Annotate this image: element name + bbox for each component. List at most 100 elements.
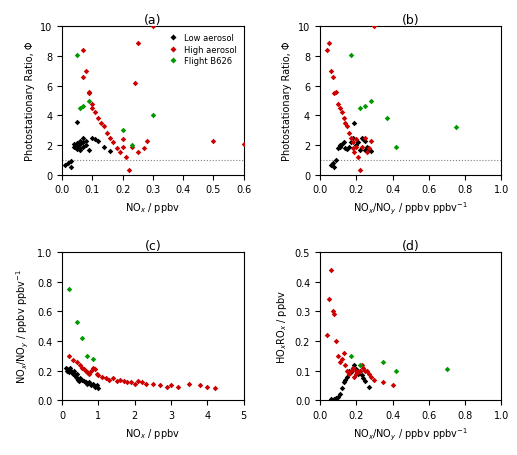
Point bbox=[149, 112, 157, 120]
Point bbox=[72, 358, 81, 365]
Point bbox=[348, 364, 357, 371]
Point bbox=[82, 379, 90, 386]
Point bbox=[343, 123, 351, 130]
Point bbox=[82, 367, 90, 374]
Point bbox=[72, 318, 81, 326]
Point bbox=[101, 374, 110, 382]
Point bbox=[358, 372, 366, 379]
Point bbox=[370, 376, 378, 383]
Point bbox=[123, 379, 131, 386]
X-axis label: NO$_x$/NO$_y$ / ppbv ppbv$^{-1}$: NO$_x$/NO$_y$ / ppbv ppbv$^{-1}$ bbox=[353, 425, 468, 442]
Point bbox=[336, 391, 344, 398]
Point bbox=[343, 373, 351, 380]
Point bbox=[345, 367, 353, 374]
Point bbox=[73, 374, 82, 382]
Point bbox=[97, 120, 105, 127]
Point bbox=[128, 142, 136, 149]
Point bbox=[90, 384, 99, 391]
Point bbox=[68, 369, 77, 376]
Y-axis label: Photostationary Ratio, Φ: Photostationary Ratio, Φ bbox=[24, 42, 35, 161]
Point bbox=[356, 367, 364, 374]
Point bbox=[343, 146, 351, 153]
Point bbox=[88, 101, 97, 108]
Point bbox=[330, 395, 339, 403]
Point bbox=[115, 150, 124, 157]
Point bbox=[100, 144, 109, 151]
Point bbox=[78, 364, 86, 371]
Point bbox=[130, 380, 139, 388]
Point bbox=[70, 144, 78, 152]
Point bbox=[83, 369, 92, 376]
Point bbox=[346, 52, 355, 59]
X-axis label: NO$_x$ / ppbv: NO$_x$ / ppbv bbox=[125, 201, 180, 215]
Point bbox=[346, 369, 355, 376]
Point bbox=[125, 167, 133, 175]
Point bbox=[348, 364, 357, 371]
Point bbox=[128, 144, 136, 151]
Point bbox=[356, 361, 364, 369]
Point bbox=[336, 105, 344, 112]
Point bbox=[338, 355, 346, 363]
Point bbox=[334, 101, 342, 108]
Point bbox=[361, 135, 370, 142]
Point bbox=[327, 68, 335, 76]
Point bbox=[367, 98, 375, 105]
Point bbox=[85, 147, 94, 154]
Point bbox=[109, 374, 117, 382]
Point bbox=[174, 384, 183, 391]
Point bbox=[348, 135, 357, 142]
Point bbox=[94, 372, 102, 379]
Point bbox=[327, 267, 335, 274]
Point bbox=[130, 80, 139, 87]
Y-axis label: HO$_x$RO$_x$ / ppbv: HO$_x$RO$_x$ / ppbv bbox=[275, 289, 289, 363]
Point bbox=[346, 352, 355, 359]
Point bbox=[143, 138, 151, 145]
Point bbox=[118, 144, 127, 151]
Y-axis label: Photostationary Ratio, Φ: Photostationary Ratio, Φ bbox=[282, 42, 293, 161]
Point bbox=[336, 358, 344, 365]
Point bbox=[83, 352, 92, 359]
Point bbox=[359, 364, 368, 371]
Point bbox=[65, 366, 73, 373]
Point bbox=[73, 140, 81, 147]
Point bbox=[85, 370, 94, 377]
Point bbox=[156, 382, 164, 389]
Point bbox=[76, 141, 84, 148]
Point bbox=[107, 135, 115, 142]
Point bbox=[79, 74, 87, 81]
Point bbox=[383, 116, 391, 123]
Point bbox=[365, 145, 373, 152]
Point bbox=[346, 139, 355, 147]
Point bbox=[356, 167, 364, 175]
Point bbox=[354, 154, 362, 161]
Point bbox=[392, 367, 400, 374]
Point bbox=[76, 374, 84, 382]
Point bbox=[345, 144, 353, 151]
Point bbox=[339, 139, 347, 147]
Point bbox=[203, 384, 211, 391]
Point bbox=[118, 127, 127, 135]
Point bbox=[346, 367, 355, 374]
Point bbox=[328, 74, 337, 81]
Point bbox=[65, 286, 73, 293]
Point bbox=[83, 380, 92, 388]
Point bbox=[352, 144, 360, 151]
Point bbox=[119, 378, 128, 385]
Point bbox=[327, 162, 335, 169]
Point bbox=[352, 142, 360, 149]
Point bbox=[348, 145, 357, 152]
Point bbox=[79, 104, 87, 111]
Point bbox=[72, 370, 81, 377]
Point bbox=[370, 24, 378, 31]
Point bbox=[388, 382, 397, 389]
Point bbox=[87, 382, 95, 389]
Point bbox=[91, 110, 99, 117]
Point bbox=[356, 105, 364, 112]
Point bbox=[85, 98, 94, 105]
Point bbox=[76, 147, 84, 154]
Point bbox=[78, 334, 86, 342]
Point bbox=[118, 136, 127, 143]
Point bbox=[350, 373, 358, 380]
Point bbox=[379, 379, 388, 386]
Title: (c): (c) bbox=[144, 239, 161, 253]
